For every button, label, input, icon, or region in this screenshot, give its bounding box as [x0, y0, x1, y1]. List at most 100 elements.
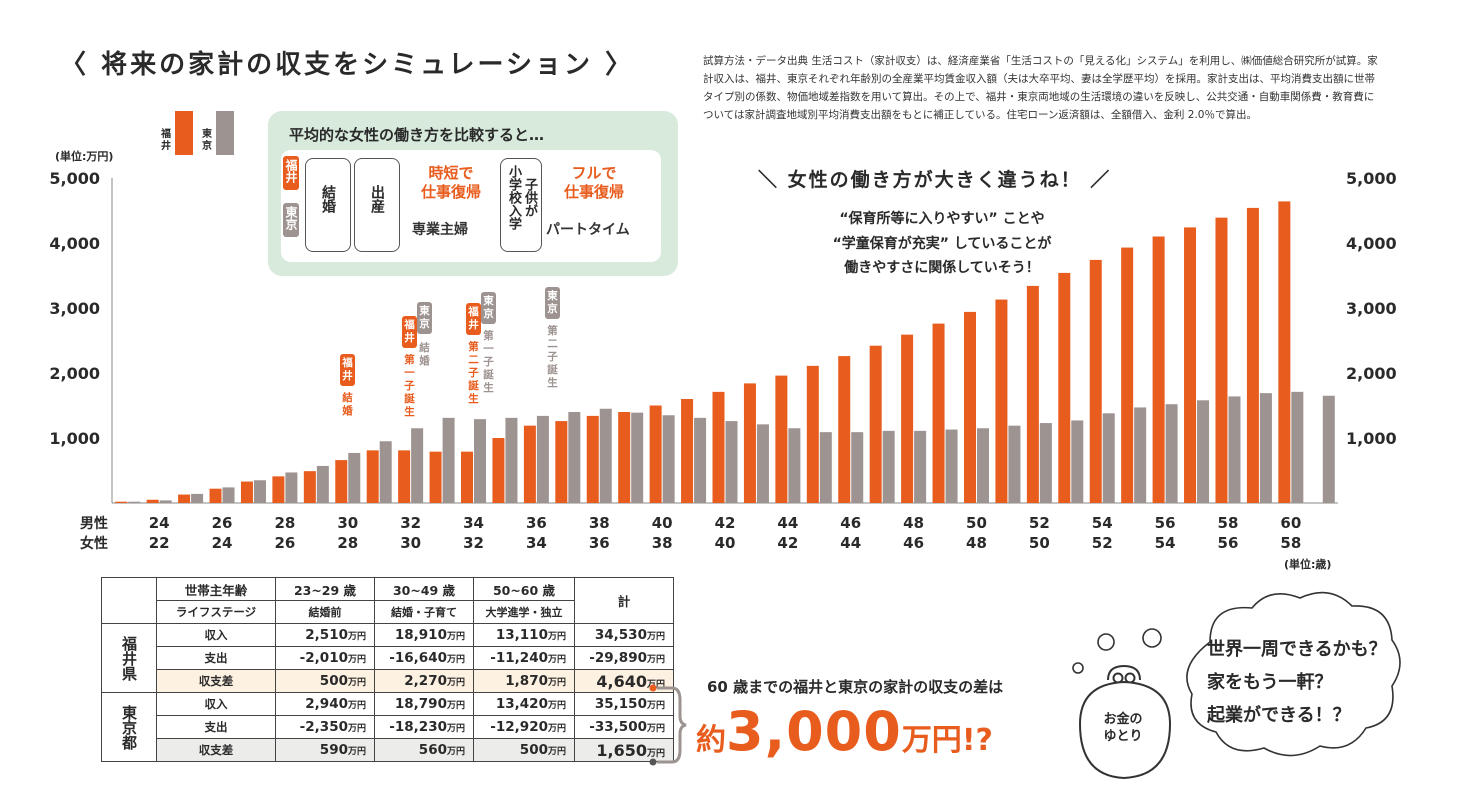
bar-fukui [335, 460, 348, 503]
row-group-fukui: 福井県 [101, 623, 157, 693]
legend-fukui-swatch [175, 111, 193, 155]
bar-fukui [1278, 201, 1291, 503]
bar-tokyo [505, 417, 518, 503]
x-tick-label-female: 56 [1218, 534, 1239, 552]
x-tick-label-male: 60 [1280, 514, 1301, 532]
cell: -11,240万円 [473, 646, 575, 670]
x-tick-label-male: 46 [840, 514, 861, 532]
bar-fukui [681, 399, 694, 503]
x-tick-label-male: 40 [652, 514, 673, 532]
x-tick-label-female: 40 [715, 534, 736, 552]
cell: 2,510万円 [275, 623, 375, 647]
bar-fukui [963, 311, 976, 503]
purse-text: お金の ゆとり [1103, 712, 1143, 744]
bar-fukui [209, 488, 222, 503]
bar-tokyo [631, 412, 644, 503]
bar-fukui [115, 501, 128, 503]
bar-fukui [461, 451, 474, 503]
legend-tokyo-swatch [216, 111, 234, 155]
bar-fukui [838, 356, 851, 503]
bar-fukui [146, 499, 159, 503]
x-tick-label-male: 50 [966, 514, 987, 532]
bar-tokyo [1102, 413, 1115, 503]
x-tick-label-male: 48 [903, 514, 924, 532]
cell: 18,910万円 [374, 623, 474, 647]
bar-tokyo [474, 419, 487, 503]
tokyo-part-time: パートタイム [546, 222, 630, 238]
cell: 35,150万円 [574, 692, 674, 716]
balance-table: 世帯主年齢 23~29 歳 30~49 歳 50~60 歳 計 ライフステージ … [101, 577, 674, 762]
diff-label: 60 歳までの福井と東京の家計の収支の差は [707, 678, 1004, 696]
x-tick-label-male: 30 [337, 514, 358, 532]
cell: 1,870万円 [473, 669, 575, 693]
tokyo-total-balance: 1,650万円 [574, 738, 674, 762]
cell: 13,420万円 [473, 692, 575, 716]
bar-fukui [555, 421, 568, 503]
cell: 2,270万円 [374, 669, 474, 693]
bar-fukui [272, 476, 285, 503]
bar-tokyo [348, 452, 361, 503]
cloud-line-2: 家をもう一軒？ [1207, 672, 1333, 693]
x-tick-label-female: 22 [149, 534, 170, 552]
x-tick-label-male: 58 [1218, 514, 1239, 532]
cell: -29,890万円 [574, 646, 674, 670]
thought-cloud [1186, 591, 1401, 757]
th-period-2: 30~49 歳 [374, 577, 474, 601]
bar-tokyo [1291, 391, 1304, 503]
bar-tokyo [285, 472, 298, 503]
x-tick-label-male: 54 [1092, 514, 1113, 532]
marker-fukui-first-child-pill: 福井 [402, 316, 417, 348]
bar-fukui [618, 412, 631, 503]
x-tick-label-male: 32 [400, 514, 421, 532]
bar-fukui [649, 405, 662, 503]
cell: -2,350万円 [275, 715, 375, 739]
bar-tokyo [222, 487, 235, 503]
x-tick-label-female: 44 [840, 534, 861, 552]
marker-tokyo-first-child-pill: 東京 [481, 292, 496, 324]
work-style-title: 平均的な女性の働き方を比較すると… [289, 126, 545, 144]
bar-fukui [806, 365, 819, 503]
purse-icon [1072, 628, 1172, 780]
bar-fukui [775, 375, 788, 503]
y-axis-unit: (単位:万円) [55, 150, 114, 163]
y-tick-label-left: 4,000 [49, 234, 100, 253]
bar-fukui [398, 450, 411, 503]
bar-tokyo [411, 428, 424, 503]
bar-tokyo [914, 430, 927, 503]
y-tick-label-right: 5,000 [1346, 169, 1397, 188]
bar-fukui [995, 299, 1008, 503]
y-tick-label-right: 3,000 [1346, 299, 1397, 318]
y-tick-label-right: 2,000 [1346, 364, 1397, 383]
x-tick-label-female: 50 [1029, 534, 1050, 552]
bar-tokyo [1071, 420, 1084, 503]
th-stage-1: 結婚前 [275, 600, 375, 624]
marker-tokyo-marriage-text: 結婚 [419, 342, 430, 367]
x-tick-label-female: 36 [589, 534, 610, 552]
marriage-box: 結婚 [305, 158, 351, 252]
cell: 500万円 [473, 738, 575, 762]
x-tick-label-female: 30 [400, 534, 421, 552]
bar-fukui [586, 415, 599, 503]
bar-tokyo [756, 424, 769, 503]
bar-tokyo [599, 408, 612, 503]
row-label-fukui-expense: 支出 [156, 646, 276, 670]
x-tick-label-female: 48 [966, 534, 987, 552]
bar-fukui [743, 383, 756, 503]
speech-line-1: “保育所等に入りやすい” ことや [839, 211, 1045, 227]
marker-fukui-second-child-text: 第二子誕生 [468, 341, 479, 405]
x-tick-label-female: 54 [1155, 534, 1176, 552]
row-label-tokyo-balance: 収支差 [156, 738, 276, 762]
th-age: 世帯主年齢 [156, 577, 276, 601]
school-entry-box: 子供が 小学校入学 [500, 158, 542, 252]
x-tick-label-male: 56 [1155, 514, 1176, 532]
row-label-fukui-balance: 収支差 [156, 669, 276, 693]
x-tick-label-female: 42 [777, 534, 798, 552]
birth-box: 出産 [354, 158, 400, 252]
bar-fukui [932, 323, 945, 503]
x-tick-label-male: 38 [589, 514, 610, 532]
bar-tokyo [159, 500, 172, 503]
marker-fukui-marriage-pill: 福井 [340, 354, 355, 386]
bar-fukui [1058, 272, 1071, 503]
bar-fukui [1246, 207, 1259, 503]
